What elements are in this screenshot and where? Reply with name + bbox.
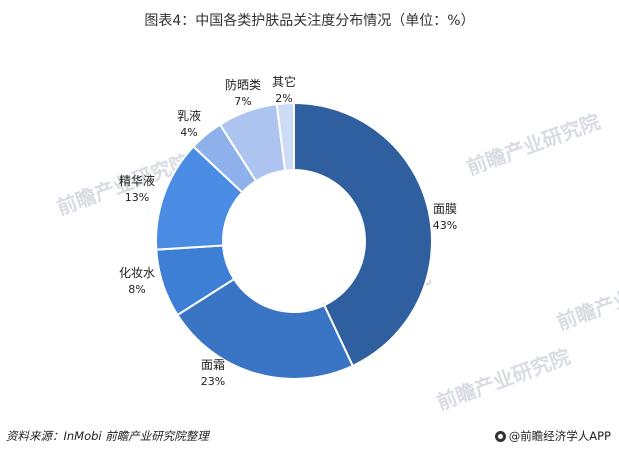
brand-text: @前瞻经济学人APP bbox=[508, 429, 611, 443]
slice-label-value: 7% bbox=[234, 95, 251, 108]
slice-label-name: 面霜 bbox=[201, 358, 225, 372]
label-layer: 面膜 43% 面霜 23% 化妆水 8% 精华液 13% 乳液 4% 防晒类 7% 其它 2% bbox=[119, 74, 457, 388]
slice-label-name: 乳液 bbox=[177, 108, 201, 123]
watermark-text: 前瞻产业研究院 bbox=[434, 344, 574, 414]
brand-credit: @前瞻经济学人APP bbox=[494, 428, 611, 444]
slice-label-name: 精华液 bbox=[119, 173, 155, 188]
slice-layer bbox=[155, 101, 433, 380]
watermark-text: 前瞻产业研究院 bbox=[464, 109, 604, 179]
source-note: 资料来源：InMobi 前瞻产业研究院整理 bbox=[6, 429, 209, 443]
slice-label-value: 43% bbox=[433, 219, 457, 232]
slice-label-name: 其它 bbox=[272, 74, 296, 89]
slice-label-value: 13% bbox=[125, 191, 149, 204]
slice-label-value: 8% bbox=[128, 283, 145, 296]
watermark-text: 前瞻产业研究院 bbox=[554, 264, 619, 334]
donut-slice-1 bbox=[293, 101, 433, 368]
slice-label-value: 2% bbox=[275, 92, 292, 105]
slice-label-value: 4% bbox=[180, 126, 197, 139]
slice-label-name: 防晒类 bbox=[225, 77, 261, 92]
slice-label-name: 面膜 bbox=[433, 202, 457, 216]
donut-slice-7 bbox=[275, 101, 295, 172]
chart-title: 图表4：中国各类护肤品关注度分布情况（单位：%） bbox=[144, 13, 475, 29]
donut-slice-2 bbox=[176, 277, 355, 380]
brand-logo-icon bbox=[494, 430, 506, 442]
slice-label-name: 化妆水 bbox=[119, 266, 155, 280]
slice-label-value: 23% bbox=[201, 375, 225, 388]
